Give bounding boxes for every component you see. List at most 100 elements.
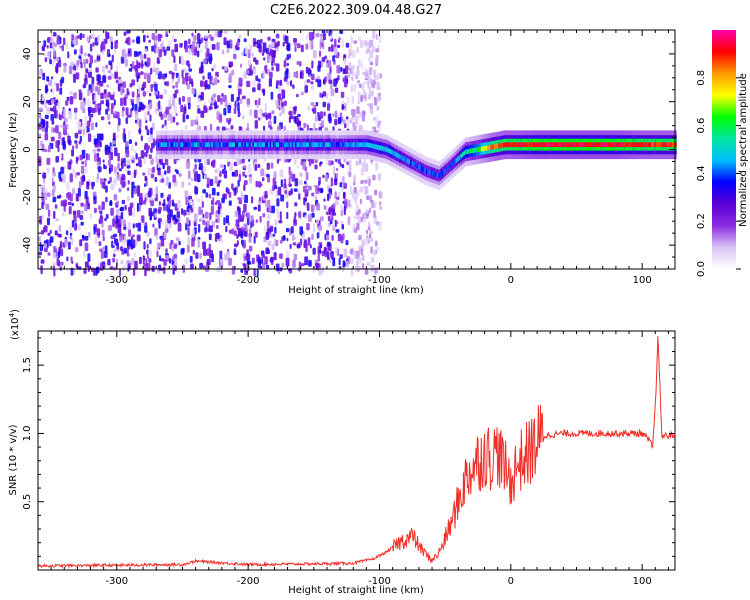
noise-cell — [39, 215, 43, 225]
ridge-cell — [219, 142, 222, 148]
noise-cell — [308, 185, 312, 191]
noise-cell — [347, 216, 351, 226]
ridge-cell — [302, 142, 305, 148]
noise-cell — [135, 223, 138, 228]
noise-cell — [186, 84, 191, 90]
noise-cell — [240, 190, 243, 198]
noise-cell — [82, 84, 87, 89]
noise-cell — [361, 114, 365, 122]
noise-cell — [159, 56, 163, 61]
noise-cell — [194, 164, 197, 170]
noise-cell — [97, 34, 100, 43]
noise-cell — [311, 192, 315, 197]
noise-cell — [185, 196, 188, 206]
noise-cell — [144, 197, 147, 203]
ridge-cell — [369, 143, 371, 148]
noise-cell — [197, 125, 201, 131]
noise-cell — [85, 68, 89, 74]
noise-cell — [56, 62, 59, 67]
noise-cell — [87, 88, 90, 97]
noise-cell — [126, 253, 130, 257]
noise-cell — [96, 228, 101, 236]
noise-cell — [148, 187, 153, 196]
noise-cell — [328, 98, 332, 102]
noise-cell — [174, 63, 178, 72]
noise-cell — [226, 47, 230, 53]
ridge-cell — [247, 142, 250, 148]
colorbar: 0.00.20.40.60.8 Normalized spectral ampl… — [696, 30, 749, 277]
noise-cell — [146, 129, 150, 136]
noise-cell — [215, 218, 218, 223]
noise-cell — [192, 204, 196, 209]
ridge-cell — [635, 142, 638, 148]
noise-cell — [258, 183, 263, 187]
noise-cell — [296, 70, 299, 79]
noise-cell — [77, 121, 82, 131]
noise-cell — [175, 122, 179, 126]
noise-cell — [305, 171, 309, 181]
noise-cell — [363, 95, 367, 99]
noise-cell — [266, 173, 270, 178]
noise-cell — [317, 254, 320, 262]
noise-cell — [257, 204, 261, 212]
noise-cell — [55, 125, 59, 134]
noise-cell — [112, 139, 117, 145]
noise-cell — [211, 97, 214, 101]
noise-cell — [254, 164, 258, 171]
noise-cell — [200, 49, 203, 53]
noise-cell — [254, 120, 258, 129]
noise-cell — [49, 59, 52, 65]
noise-cell — [154, 90, 159, 96]
noise-cell — [61, 174, 66, 183]
noise-cell — [73, 49, 77, 55]
noise-cell — [67, 51, 70, 59]
noise-cell — [375, 56, 379, 63]
noise-cell — [303, 123, 307, 128]
ridge-cell — [186, 142, 189, 148]
ridge-cell — [280, 142, 283, 148]
noise-cell — [179, 56, 182, 64]
noise-cell — [244, 47, 249, 55]
noise-cell — [154, 107, 158, 115]
noise-cell — [198, 206, 202, 216]
ridge-cell — [198, 142, 201, 148]
noise-cell — [223, 217, 226, 226]
noise-cell — [336, 44, 341, 48]
noise-cell — [300, 263, 305, 267]
ridge-cell — [644, 142, 647, 148]
noise-cell — [281, 158, 284, 162]
noise-cell — [77, 210, 81, 218]
noise-cell — [97, 86, 101, 96]
noise-cell — [246, 212, 250, 219]
noise-cell — [290, 226, 294, 234]
noise-cell — [146, 57, 151, 66]
noise-cell — [259, 215, 262, 223]
noise-cell — [294, 46, 297, 52]
noise-cell — [241, 101, 244, 105]
figure-title: C2E6.2022.309.04.48.G27 — [270, 3, 442, 18]
noise-cell — [373, 116, 376, 121]
noise-cell — [258, 97, 261, 106]
noise-cell — [47, 209, 51, 217]
noise-cell — [52, 196, 57, 203]
noise-cell — [278, 220, 283, 224]
noise-cell — [299, 226, 304, 236]
noise-cell — [242, 222, 245, 230]
ridge-cell — [654, 142, 657, 148]
noise-cell — [214, 169, 218, 173]
ridge-cell — [324, 142, 327, 148]
noise-cell — [335, 221, 339, 225]
noise-cell — [217, 214, 220, 224]
noise-cell — [154, 83, 158, 92]
noise-cell — [95, 122, 98, 128]
ridge-cell — [373, 144, 376, 149]
noise-cell — [246, 98, 251, 105]
colorbar-tick-label: 0.8 — [696, 70, 707, 86]
noise-cell — [78, 224, 81, 231]
noise-cell — [152, 138, 155, 147]
noise-cell — [296, 243, 301, 249]
noise-cell — [100, 250, 104, 259]
noise-cell — [45, 120, 49, 129]
noise-cell — [53, 82, 57, 86]
